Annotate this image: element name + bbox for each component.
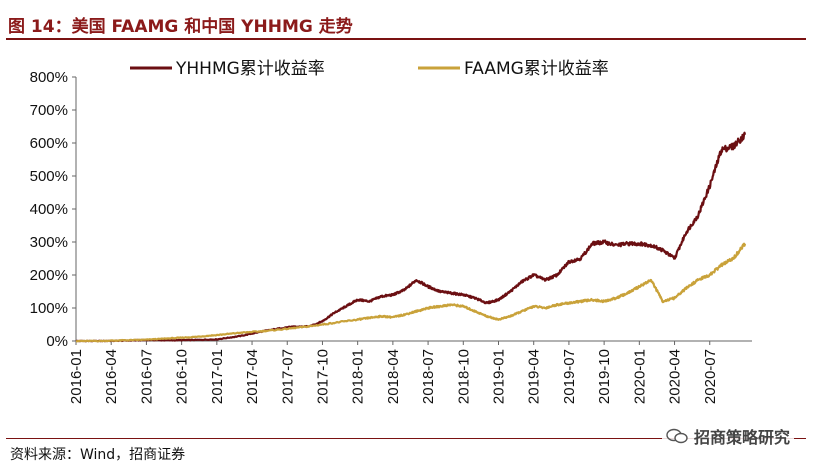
footer-divider (6, 438, 806, 439)
x-tick-label: 2018-01 (350, 349, 367, 404)
watermark-text: 招商策略研究 (693, 428, 790, 447)
x-tick-label: 2019-01 (491, 349, 508, 404)
y-tick-label: 300% (30, 234, 68, 251)
y-tick-label: 200% (30, 267, 68, 284)
x-tick-label: 2017-01 (209, 349, 226, 404)
x-tick-label: 2019-07 (561, 349, 578, 404)
x-tick-label: 2020-04 (667, 349, 684, 404)
x-tick-label: 2016-07 (138, 349, 155, 404)
x-tick-label: 2019-10 (596, 349, 613, 404)
legend: YHHMG累计收益率 FAAMG累计收益率 (130, 59, 609, 79)
axes: 0% 100% 200% 300% 400% 500% 600% 700% 800% 2016-0… (30, 69, 752, 404)
y-tick-label: 500% (30, 168, 68, 185)
line-chart: 0% 100% 200% 300% 400% 500% 600% 700% 800% 2016-0… (30, 59, 752, 404)
x-tick-label: 2020-01 (631, 349, 648, 404)
x-tick-label: 2016-04 (103, 349, 120, 404)
series-line (75, 131, 747, 343)
x-tick-label: 2017-07 (279, 349, 296, 404)
x-tick-label: 2017-10 (314, 349, 331, 404)
x-tick-label: 2017-04 (244, 349, 261, 404)
title-divider (6, 38, 806, 40)
source-note: 资料来源：Wind，招商证券 (10, 447, 186, 463)
y-tick-label: 0% (46, 333, 68, 350)
series-lines (75, 131, 747, 343)
x-tick-label: 2018-04 (385, 349, 402, 404)
y-tick-label: 800% (30, 69, 68, 86)
y-tick-label: 100% (30, 300, 68, 317)
series-line (75, 242, 747, 343)
legend-label: FAAMG累计收益率 (464, 59, 609, 79)
x-tick-label: 2018-10 (455, 349, 472, 404)
legend-label: YHHMG累计收益率 (175, 59, 325, 79)
chart-title: 图 14：美国 FAAMG 和中国 YHHMG 走势 (8, 17, 353, 37)
x-tick-label: 2020-07 (702, 349, 719, 404)
y-tick-label: 700% (30, 102, 68, 119)
wechat-icon (666, 428, 688, 444)
x-tick-label: 2018-07 (420, 349, 437, 404)
x-tick-label: 2016-01 (68, 349, 85, 404)
y-tick-label: 600% (30, 135, 68, 152)
x-tick-label: 2019-04 (526, 349, 543, 404)
y-tick-label: 400% (30, 201, 68, 218)
x-tick-label: 2016-10 (174, 349, 191, 404)
watermark: 招商策略研究 (661, 424, 794, 448)
